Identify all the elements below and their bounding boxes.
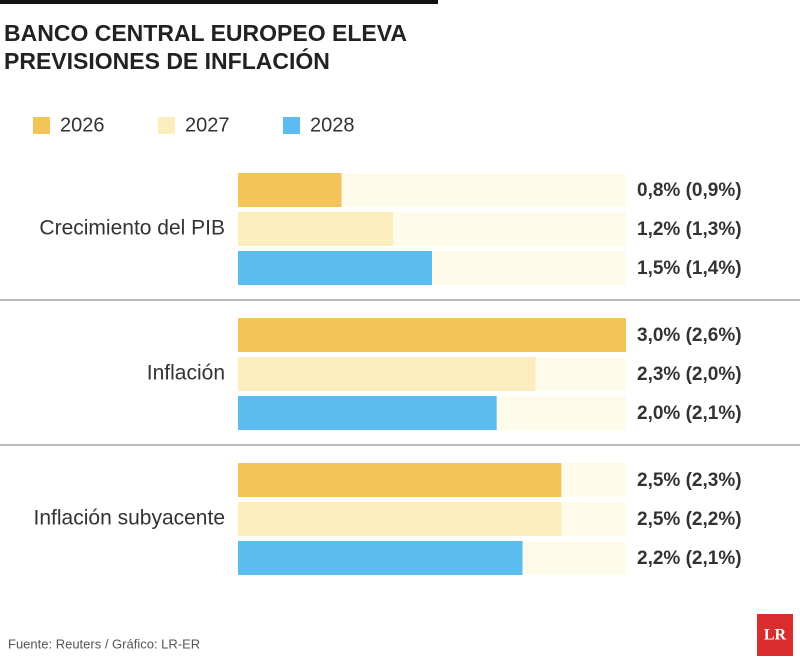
logo-box xyxy=(757,614,793,656)
bar xyxy=(238,357,536,391)
bar xyxy=(238,463,562,497)
value-label: 0,8% (0,9%) xyxy=(637,180,742,201)
legend-label: 2028 xyxy=(310,114,355,136)
source-note: Fuente: Reuters / Gráfico: LR-ER xyxy=(8,636,200,651)
logo: LR xyxy=(764,627,787,644)
bar xyxy=(238,396,497,430)
chart-title: BANCO CENTRAL EUROPEO ELEVA xyxy=(4,20,407,46)
legend-label: 2027 xyxy=(185,114,230,136)
bar xyxy=(238,251,432,285)
value-label: 2,5% (2,2%) xyxy=(637,509,742,530)
legend-swatch xyxy=(33,117,50,134)
legend-swatch xyxy=(283,117,300,134)
value-label: 2,3% (2,0%) xyxy=(637,364,742,385)
category-label: Crecimiento del PIB xyxy=(39,217,225,240)
value-label: 2,2% (2,1%) xyxy=(637,548,742,569)
bar xyxy=(238,212,394,246)
value-label: 3,0% (2,6%) xyxy=(637,325,742,346)
category-label: Inflación xyxy=(147,362,225,385)
legend-swatch xyxy=(158,117,175,134)
value-label: 1,2% (1,3%) xyxy=(637,219,742,240)
value-label: 2,5% (2,3%) xyxy=(637,470,742,491)
legend-label: 2026 xyxy=(60,114,105,136)
bar xyxy=(238,173,342,207)
chart-title: PREVISIONES DE INFLACIÓN xyxy=(4,47,330,74)
bar xyxy=(238,318,626,352)
top-rule xyxy=(0,0,438,4)
group-separator xyxy=(0,444,800,446)
group-separator xyxy=(0,299,800,301)
category-label: Inflación subyacente xyxy=(34,507,225,530)
value-label: 2,0% (2,1%) xyxy=(637,403,742,424)
bar xyxy=(238,541,523,575)
value-label: 1,5% (1,4%) xyxy=(637,258,742,279)
bar xyxy=(238,502,562,536)
